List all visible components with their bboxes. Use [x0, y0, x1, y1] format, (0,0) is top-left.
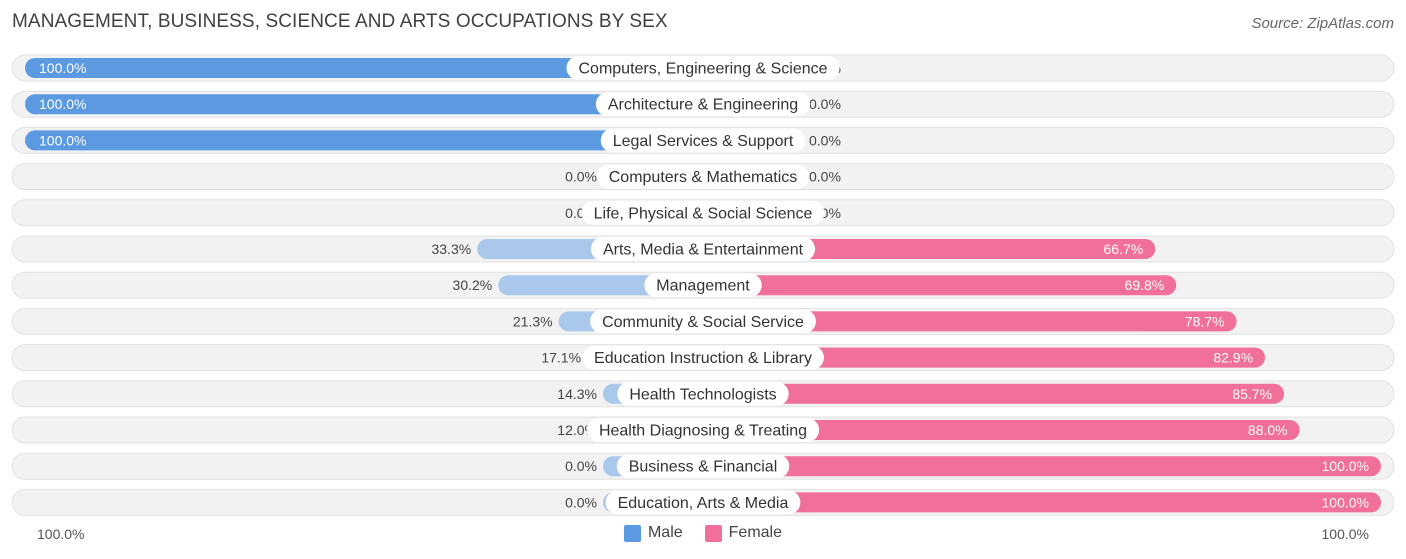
legend-swatch-male: [623, 524, 641, 542]
data-label-female: 88.0%: [1248, 422, 1288, 438]
data-label-female: 66.7%: [1104, 241, 1144, 257]
category-pill: [581, 200, 825, 225]
category-pill: [595, 92, 811, 117]
bar-female: [703, 311, 1237, 332]
bar-female: [703, 456, 1381, 477]
bar-female: [703, 420, 1300, 440]
data-label-male: 17.1%: [541, 350, 581, 366]
data-label-female: 0.0%: [809, 132, 841, 148]
data-label-male: 14.3%: [557, 386, 597, 402]
axis-right-label: 100.0%: [1321, 526, 1369, 542]
category-pill: [582, 345, 824, 370]
data-label-male: 30.2%: [453, 277, 493, 293]
category-label: Computers, Engineering & Science: [578, 61, 827, 78]
category-pill: [596, 164, 810, 189]
legend-item-female: Female: [704, 524, 783, 542]
category-label: Computers & Mathematics: [609, 169, 798, 186]
data-label-male: 100.0%: [39, 60, 86, 76]
data-label-male: 100.0%: [39, 132, 86, 148]
legend-label-female: Female: [728, 524, 783, 541]
category-label: Arts, Media & Entertainment: [603, 242, 804, 259]
data-label-male: 100.0%: [39, 96, 86, 112]
data-label-female: 0.0%: [809, 169, 841, 185]
data-label-female: 0.0%: [809, 96, 841, 112]
data-label-male: 0.0%: [565, 458, 597, 474]
category-label: Management: [656, 278, 750, 295]
axis-left-label: 100.0%: [37, 526, 85, 542]
data-label-female: 69.8%: [1125, 277, 1165, 293]
category-pill: [590, 237, 816, 261]
data-label-male: 0.0%: [565, 494, 597, 510]
legend-label-male: Male: [647, 524, 683, 541]
data-label-male: 0.0%: [565, 169, 597, 185]
category-pill: [617, 381, 789, 406]
data-label-female: 100.0%: [1322, 494, 1369, 510]
category-pill: [605, 490, 801, 515]
data-label-male: 21.3%: [513, 313, 553, 329]
data-label-female: 82.9%: [1213, 350, 1253, 366]
legend-item-male: Male: [623, 524, 683, 542]
category-label: Business & Financial: [629, 459, 778, 476]
category-label: Health Technologists: [629, 386, 776, 403]
category-pill: [566, 56, 840, 80]
bar-female: [703, 383, 1285, 404]
legend: Male Female: [0, 524, 1406, 542]
legend-swatch-female: [704, 524, 722, 542]
category-label: Life, Physical & Social Science: [594, 205, 813, 222]
category-label: Community & Social Service: [602, 314, 804, 331]
data-label-female: 85.7%: [1232, 386, 1272, 402]
category-label: Education, Arts & Media: [618, 495, 789, 512]
category-pill: [586, 418, 820, 442]
data-label-male: 12.0%: [557, 422, 597, 438]
source-label: Source: ZipAtlas.com: [1251, 15, 1394, 32]
category-pill: [616, 454, 790, 479]
category-pill: [590, 309, 816, 334]
category-pill: [600, 128, 806, 153]
bar-female: [703, 239, 1156, 259]
chart-title: MANAGEMENT, BUSINESS, SCIENCE AND ARTS O…: [12, 11, 668, 32]
data-label-male: 33.3%: [432, 241, 472, 257]
bar-female: [703, 275, 1177, 296]
category-label: Legal Services & Support: [613, 133, 794, 150]
bar-male: [25, 58, 703, 78]
category-label: Health Diagnosing & Treating: [599, 423, 807, 440]
category-pill: [644, 273, 762, 298]
category-label: Architecture & Engineering: [608, 97, 798, 114]
bar-female: [703, 492, 1381, 513]
category-label: Education Instruction & Library: [594, 350, 812, 367]
data-label-female: 100.0%: [1322, 458, 1369, 474]
data-label-female: 78.7%: [1185, 313, 1225, 329]
bar-female: [703, 347, 1266, 368]
bar-male: [25, 94, 703, 115]
bar-male: [25, 130, 703, 151]
